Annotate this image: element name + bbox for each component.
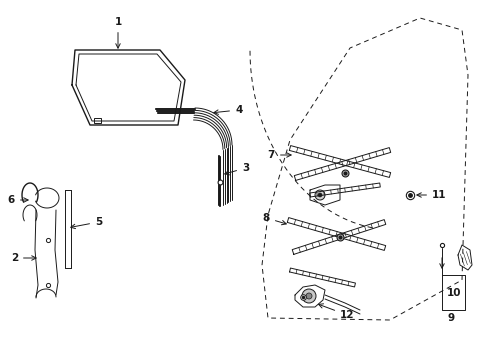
Text: 4: 4 (213, 105, 242, 115)
Text: 9: 9 (446, 313, 453, 323)
Circle shape (317, 193, 321, 197)
Text: 12: 12 (318, 304, 354, 320)
Text: 10: 10 (446, 288, 461, 298)
Circle shape (302, 289, 315, 303)
Text: 7: 7 (267, 150, 290, 160)
Text: 1: 1 (114, 17, 122, 48)
Text: 3: 3 (224, 163, 249, 175)
Text: 6: 6 (8, 195, 28, 205)
Text: 5: 5 (71, 217, 102, 229)
Text: 11: 11 (416, 190, 446, 200)
Circle shape (305, 293, 311, 299)
Text: 8: 8 (262, 213, 285, 225)
Text: 2: 2 (11, 253, 36, 263)
Circle shape (314, 190, 325, 200)
Bar (94, 118, 101, 123)
